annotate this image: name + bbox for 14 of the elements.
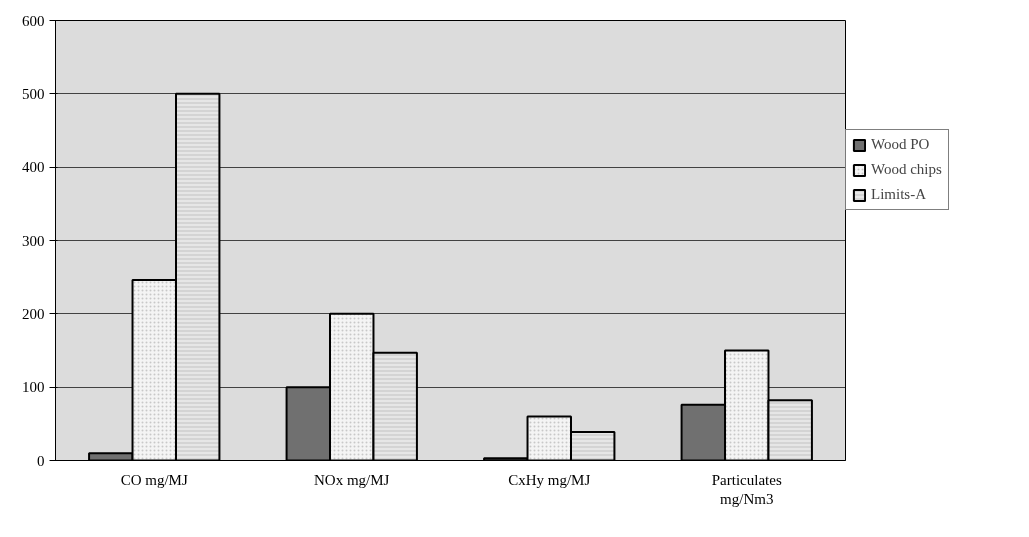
y-tick-label: 200 (22, 305, 45, 322)
y-tick-label: 400 (22, 159, 45, 176)
y-tick-label: 0 (37, 452, 45, 469)
y-tick-label: 300 (22, 232, 45, 249)
y-tick-label: 600 (22, 12, 45, 29)
x-tick-label: CxHy mg/MJ (508, 471, 591, 488)
y-tick-label: 500 (22, 85, 45, 102)
legend-label: Limits-A (871, 186, 926, 203)
legend-label: Wood PO (871, 136, 930, 153)
x-tick-label: CO mg/MJ (120, 471, 188, 488)
y-tick-label: 100 (22, 379, 45, 396)
x-tick-label: NOx mg/MJ (314, 471, 390, 488)
legend-label: Wood chips (871, 161, 942, 178)
x-tick-label: Particulates mg/Nm3 (711, 471, 782, 507)
